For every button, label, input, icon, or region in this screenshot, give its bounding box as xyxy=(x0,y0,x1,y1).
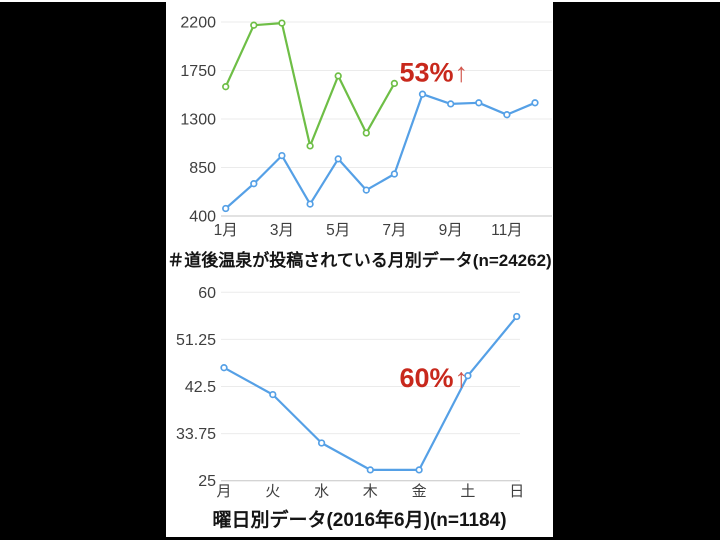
weekday-chart-caption: 曜日別データ(2016年6月)(n=1184) xyxy=(212,510,507,531)
monthly-line-chart: 400 850 1300 1750 2200 1月 3月 5月 7月 9月 11月 53%↑ xyxy=(180,15,552,239)
x-tick-label: 日 xyxy=(509,483,524,500)
x-tick-label: 3月 xyxy=(270,222,294,239)
y-tick-label: 1750 xyxy=(180,63,216,80)
blue-series-point xyxy=(418,90,427,98)
blue-series-point xyxy=(334,155,342,163)
green-series-point xyxy=(222,83,230,91)
growth-annotation: 53%↑ xyxy=(400,58,469,88)
x-tick-label: 5月 xyxy=(326,222,350,239)
slide-top-edge xyxy=(0,0,720,2)
x-tick-label: 11月 xyxy=(491,222,523,239)
blue-series-point xyxy=(390,170,399,178)
green-series-point xyxy=(306,142,314,150)
blue-series-point xyxy=(362,186,370,194)
green-series-point xyxy=(334,72,342,80)
y-tick-label: 51.25 xyxy=(176,332,216,349)
x-tick-label: 9月 xyxy=(439,222,463,239)
x-tick-label: 水 xyxy=(314,483,329,500)
y-tick-label: 42.5 xyxy=(185,379,216,396)
blue-series-point xyxy=(317,439,326,447)
green-series-point xyxy=(250,21,258,29)
blue-series-point xyxy=(503,111,511,119)
blue-series-point xyxy=(222,204,230,213)
green-series-line xyxy=(224,22,396,147)
monthly-chart-caption: ＃道後温泉が投稿されている月別データ(n=24262) xyxy=(167,251,552,270)
blue-series-point xyxy=(278,151,286,160)
x-tick-label: 火 xyxy=(265,483,280,500)
y-tick-label: 850 xyxy=(189,160,216,177)
blue-series-line xyxy=(224,93,537,210)
growth-annotation: 60%↑ xyxy=(400,363,469,393)
y-tick-label: 2200 xyxy=(180,15,216,32)
y-tick-label: 1300 xyxy=(180,112,216,129)
blue-series-point xyxy=(220,364,228,372)
y-tick-label: 400 xyxy=(189,209,216,226)
green-series-point xyxy=(278,19,286,27)
blue-series-point xyxy=(447,100,455,108)
blue-series-point xyxy=(531,99,539,107)
x-tick-label: 7月 xyxy=(382,222,406,239)
blue-series-point xyxy=(250,180,258,188)
green-series-point xyxy=(362,129,370,137)
blue-series-point xyxy=(415,466,423,474)
green-series-point xyxy=(390,79,399,88)
blue-series-point xyxy=(475,99,483,107)
y-tick-label: 25 xyxy=(198,473,216,490)
weekday-line-chart: 25 33.75 42.5 51.25 60 月 火 水 木 金 土 日 60%↑ xyxy=(176,285,524,500)
blue-series-point xyxy=(513,312,521,321)
x-tick-label: 1月 xyxy=(214,222,238,239)
x-tick-label: 木 xyxy=(363,483,378,500)
x-tick-label: 月 xyxy=(216,483,231,500)
blue-series-point xyxy=(464,372,472,380)
y-tick-label: 60 xyxy=(198,285,216,302)
x-tick-label: 金 xyxy=(412,483,427,500)
y-tick-label: 33.75 xyxy=(176,426,216,443)
blue-series-point xyxy=(366,466,374,474)
blue-series-point xyxy=(269,390,277,399)
blue-series-point xyxy=(306,200,314,208)
slide-content: 400 850 1300 1750 2200 1月 3月 5月 7月 9月 11月 53%↑ ＃道後温… xyxy=(166,2,553,537)
x-tick-label: 土 xyxy=(460,483,475,500)
